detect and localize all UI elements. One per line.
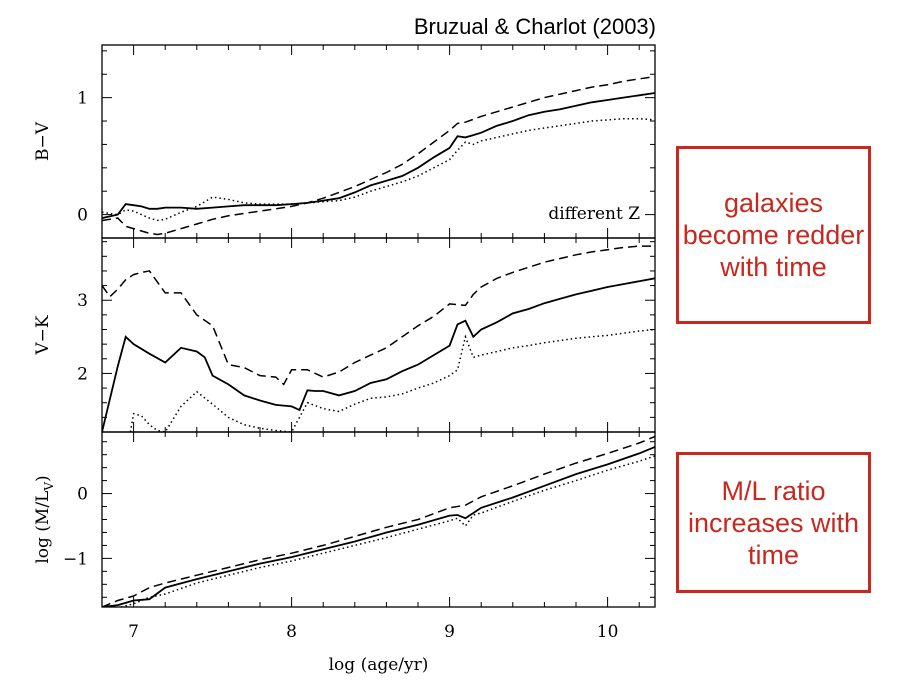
series-line-dotted-0	[102, 117, 655, 222]
series-line-dotted-1	[129, 328, 655, 432]
y-tick-label-2-1: 0	[77, 485, 88, 505]
x-tick-label-0: 7	[128, 622, 139, 642]
series-group-1	[102, 245, 655, 432]
panel-annotation: different Z	[548, 204, 640, 224]
series-line-solid-2	[102, 446, 655, 607]
annotation-box-redder: galaxies become redder with time	[676, 146, 871, 324]
x-axis-label: log (age/yr)	[329, 655, 429, 675]
panel-frame-2	[101, 431, 656, 608]
x-tick-label-1: 8	[286, 622, 297, 642]
series-group-0	[102, 75, 655, 236]
x-tick-label-3: 10	[597, 622, 619, 642]
series-line-solid-1	[102, 277, 655, 432]
y-tick-label-1-1: 3	[77, 291, 88, 311]
annotation-text-ml-ratio: M/L ratio increases with time	[687, 475, 860, 570]
series-line-dotted-2	[120, 455, 655, 607]
series-group-2	[102, 435, 655, 607]
series-line-dashed-0	[102, 75, 655, 236]
y-axis-label-0: B−V	[33, 121, 53, 161]
y-tick-label-2-0: −1	[63, 549, 88, 569]
y-axis-label-1: V−K	[33, 315, 53, 356]
x-tick-label-2: 9	[444, 622, 455, 642]
y-tick-label-1-0: 2	[77, 364, 88, 384]
y-axis-label-2: log (M/LV)	[33, 475, 56, 563]
series-line-dashed-1	[102, 245, 655, 386]
y-tick-label-0-1: 1	[77, 89, 88, 109]
annotation-box-ml-ratio: M/L ratio increases with time	[676, 452, 871, 593]
series-line-dashed-2	[102, 435, 655, 607]
y-tick-label-0-0: 0	[77, 206, 88, 226]
chart-title: Bruzual & Charlot (2003)	[413, 14, 656, 39]
series-line-solid-0	[102, 92, 655, 219]
panel-frame-1	[101, 237, 656, 433]
annotation-text-redder: galaxies become redder with time	[682, 188, 865, 282]
